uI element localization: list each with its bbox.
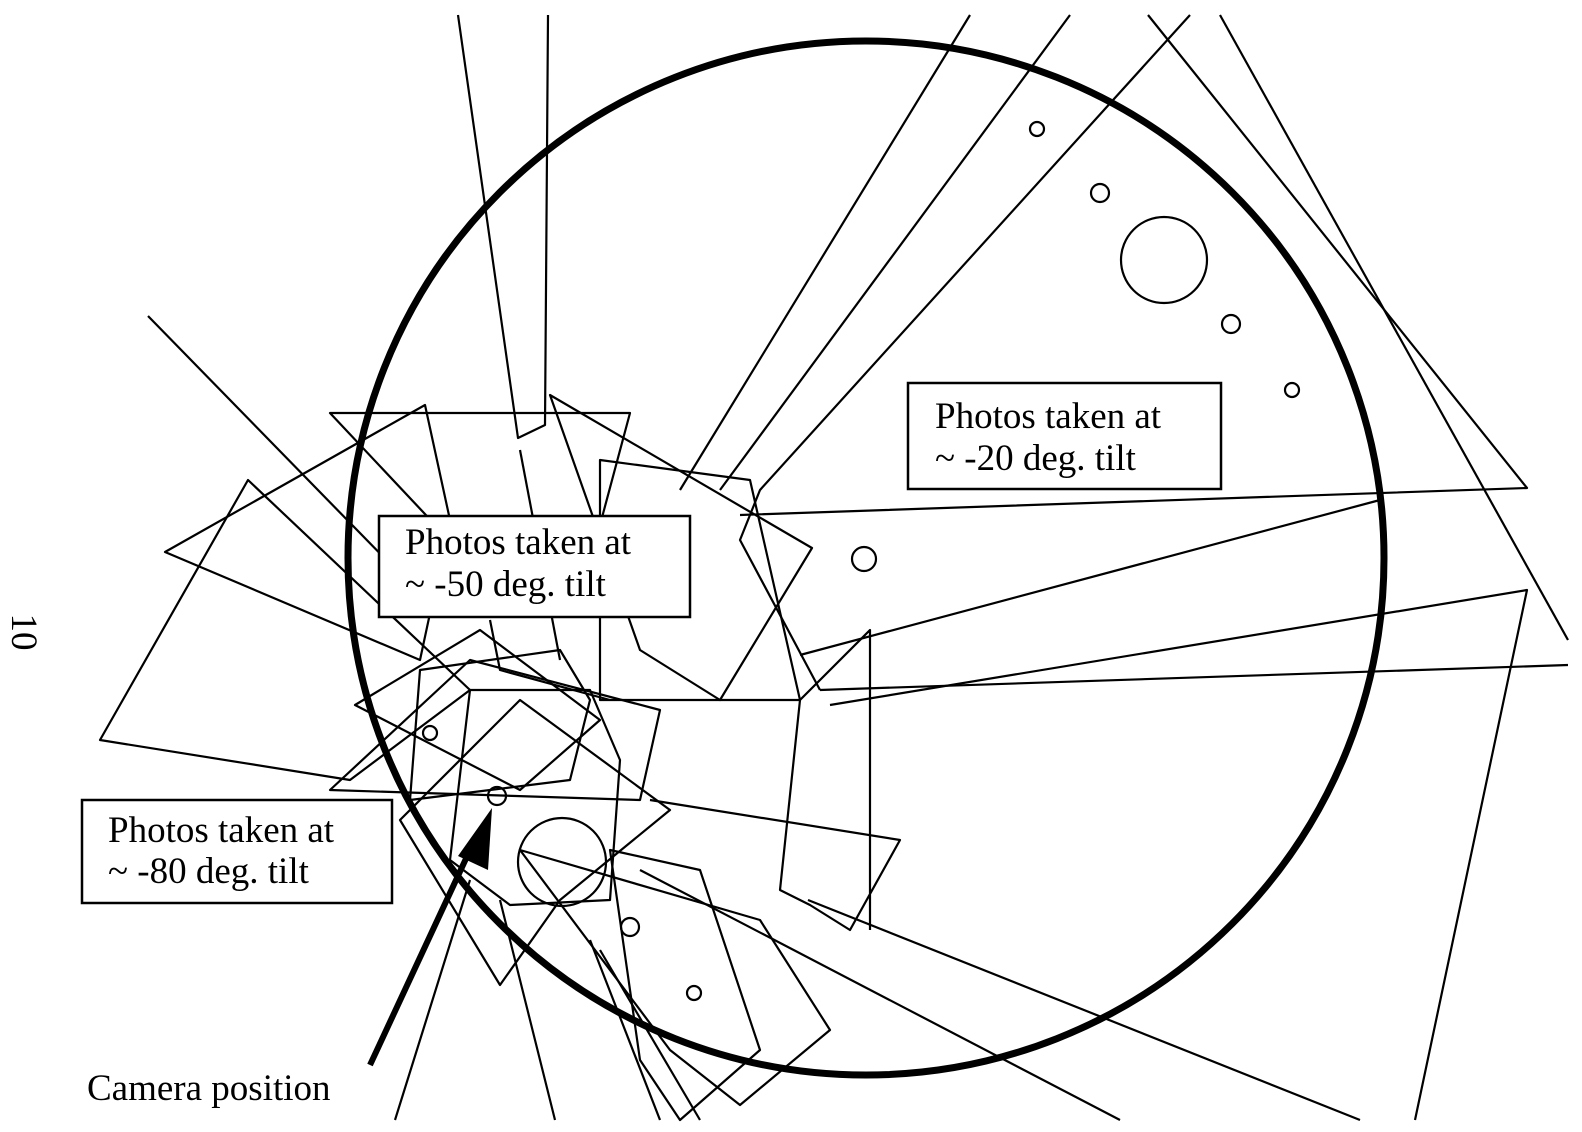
label-text: ~ -50 deg. tilt xyxy=(405,564,607,605)
label-text: ~ -20 deg. tilt xyxy=(935,438,1137,479)
label-text: Photos taken at xyxy=(108,810,335,851)
camera-arrow xyxy=(367,808,492,1067)
main-circle xyxy=(344,37,1388,1079)
label-text: ~ -80 deg. tilt xyxy=(108,851,310,892)
page-number: 10 xyxy=(3,614,44,651)
camera-label: Camera position xyxy=(87,1068,331,1109)
label-box: Photos taken at ~ -20 deg. tilt xyxy=(906,381,1223,491)
footprints xyxy=(98,14,1569,1122)
label-box: Photos taken at ~ -80 deg. tilt xyxy=(80,798,394,905)
label-text: Photos taken at xyxy=(405,522,632,563)
label-box: Photos taken at ~ -50 deg. tilt xyxy=(377,514,692,619)
label-text: Photos taken at xyxy=(935,396,1162,437)
holes xyxy=(421,120,1301,1002)
